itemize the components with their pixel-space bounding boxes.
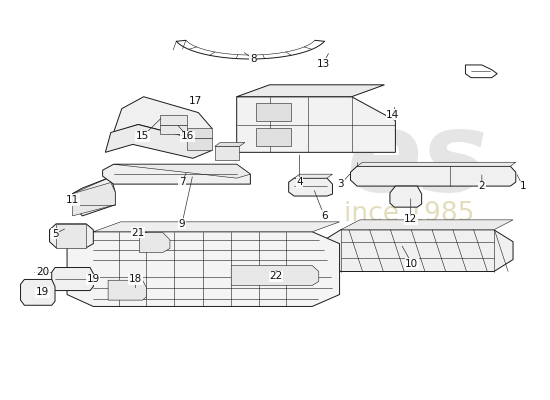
Text: 7: 7: [179, 177, 185, 187]
Text: 15: 15: [136, 132, 149, 142]
Polygon shape: [256, 128, 292, 146]
Text: 19: 19: [87, 274, 100, 284]
Polygon shape: [73, 182, 115, 216]
Polygon shape: [188, 138, 212, 150]
Polygon shape: [340, 220, 513, 230]
Text: 22: 22: [270, 271, 283, 281]
Polygon shape: [50, 224, 94, 248]
Text: 9: 9: [179, 219, 185, 229]
Polygon shape: [350, 166, 516, 186]
Text: ince 1985: ince 1985: [344, 201, 474, 227]
Text: 19: 19: [36, 287, 49, 297]
Text: 2: 2: [478, 181, 485, 191]
Polygon shape: [256, 103, 292, 120]
Polygon shape: [231, 266, 319, 286]
Polygon shape: [139, 232, 170, 252]
Polygon shape: [20, 280, 55, 305]
Text: 21: 21: [131, 228, 145, 238]
Text: 12: 12: [404, 214, 417, 224]
Polygon shape: [108, 280, 146, 300]
Polygon shape: [236, 97, 395, 152]
Polygon shape: [94, 222, 339, 232]
Text: 17: 17: [189, 96, 202, 106]
Text: 4: 4: [296, 177, 303, 187]
Polygon shape: [52, 268, 94, 290]
Polygon shape: [215, 146, 239, 160]
Polygon shape: [236, 85, 384, 97]
Polygon shape: [188, 128, 212, 138]
Text: 13: 13: [317, 59, 330, 69]
Polygon shape: [56, 224, 86, 248]
Polygon shape: [215, 142, 245, 146]
Text: 8: 8: [250, 54, 256, 64]
Text: 3: 3: [337, 179, 344, 189]
Polygon shape: [160, 124, 188, 134]
Polygon shape: [289, 178, 332, 196]
Text: 1: 1: [520, 181, 526, 191]
Polygon shape: [357, 162, 516, 166]
Polygon shape: [113, 164, 250, 178]
Text: 18: 18: [129, 274, 142, 284]
Text: 5: 5: [52, 229, 58, 239]
Text: 14: 14: [386, 110, 399, 120]
Polygon shape: [113, 97, 212, 138]
Polygon shape: [294, 174, 332, 178]
Polygon shape: [390, 186, 422, 207]
Text: 6: 6: [321, 211, 328, 221]
Text: 11: 11: [66, 195, 79, 205]
Polygon shape: [160, 114, 188, 124]
Text: a passion for parts: a passion for parts: [251, 251, 375, 264]
Polygon shape: [103, 164, 250, 184]
Polygon shape: [106, 124, 212, 158]
Polygon shape: [322, 230, 513, 272]
Polygon shape: [73, 177, 115, 216]
Text: 10: 10: [405, 258, 419, 268]
Text: 16: 16: [181, 132, 194, 142]
Text: es: es: [346, 107, 488, 214]
Text: 20: 20: [36, 267, 49, 277]
Polygon shape: [67, 232, 339, 306]
